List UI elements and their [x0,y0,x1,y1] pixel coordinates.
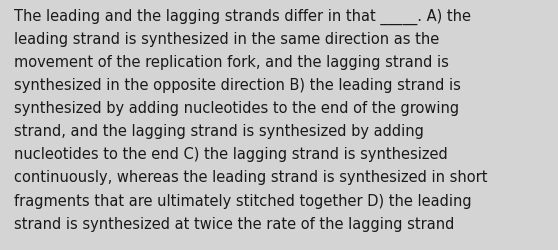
Text: fragments that are ultimately stitched together D) the leading: fragments that are ultimately stitched t… [14,193,472,208]
Text: leading strand is synthesized in the same direction as the: leading strand is synthesized in the sam… [14,32,439,47]
Text: synthesized in the opposite direction B) the leading strand is: synthesized in the opposite direction B)… [14,78,461,93]
Text: The leading and the lagging strands differ in that _____. A) the: The leading and the lagging strands diff… [14,9,471,25]
Text: nucleotides to the end C) the lagging strand is synthesized: nucleotides to the end C) the lagging st… [14,147,448,162]
Text: strand, and the lagging strand is synthesized by adding: strand, and the lagging strand is synthe… [14,124,424,139]
Text: synthesized by adding nucleotides to the end of the growing: synthesized by adding nucleotides to the… [14,101,459,116]
Text: continuously, whereas the leading strand is synthesized in short: continuously, whereas the leading strand… [14,170,488,185]
Text: movement of the replication fork, and the lagging strand is: movement of the replication fork, and th… [14,55,449,70]
Text: strand is synthesized at twice the rate of the lagging strand: strand is synthesized at twice the rate … [14,216,454,231]
